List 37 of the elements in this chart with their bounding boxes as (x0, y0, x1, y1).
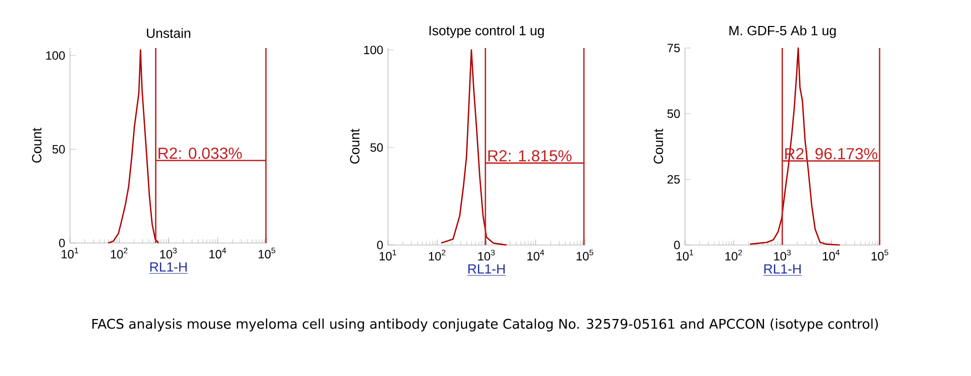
y-tick-label: 0 (59, 238, 65, 248)
x-axis-title: RL1-H (468, 264, 505, 274)
y-tick-label: 75 (668, 44, 680, 52)
y-tick-label: 50 (667, 109, 680, 118)
annotation: R2: 0.033% (158, 148, 242, 159)
y-axis-title: Count (654, 128, 664, 164)
x-tick-label: 10$^{5}$ (576, 250, 594, 260)
x-tick-label: 10$^{3}$ (160, 248, 177, 259)
chart-title: M. GDF-5 Ab 1 ug (729, 26, 836, 38)
annotation: R2: 1.815% (488, 150, 572, 162)
y-tick-label: 50 (370, 143, 383, 152)
x-tick-label: 10$^{4}$ (822, 250, 840, 260)
x-tick-label: 10$^{4}$ (209, 248, 226, 258)
y-tick-label: 0 (674, 240, 680, 250)
chart-title: Unstain (146, 28, 190, 38)
x-tick-label: 10$^{2}$ (110, 248, 128, 259)
x-tick-label: 10$^{2}$ (428, 250, 446, 261)
x-axis-title: RL1-H (764, 264, 801, 274)
chart-title: Isotype control 1 ug (430, 26, 544, 38)
y-tick-label: 50 (52, 145, 65, 154)
y-tick-label: 0 (377, 240, 383, 250)
x-tick-label: 10$^{4}$ (527, 250, 544, 260)
x-tick-label: 10$^{1}$ (380, 250, 396, 260)
y-axis-title: Count (350, 128, 360, 164)
x-tick-label: 10$^{3}$ (478, 250, 495, 261)
x-tick-label: 10$^{3}$ (774, 250, 791, 261)
x-tick-label: 10$^{1}$ (62, 248, 78, 258)
x-tick-label: 10$^{1}$ (676, 250, 694, 260)
y-tick-label: 25 (668, 175, 680, 184)
y-tick-label: 100 (364, 46, 383, 54)
text: FACS analysis mouse myeloma cell using antibody conjugate Catalog No. 32579-05161 and APCCON (isotype control) (92, 318, 878, 332)
x-tick-label: 10$^{2}$ (725, 250, 742, 261)
x-axis-title: RL1-H (150, 262, 187, 272)
x-tick-label: 10$^{5}$ (872, 250, 888, 260)
y-tick-label: 100 (46, 51, 65, 60)
x-tick-label: 10$^{5}$ (258, 248, 276, 258)
y-axis-title: Count (32, 128, 42, 163)
